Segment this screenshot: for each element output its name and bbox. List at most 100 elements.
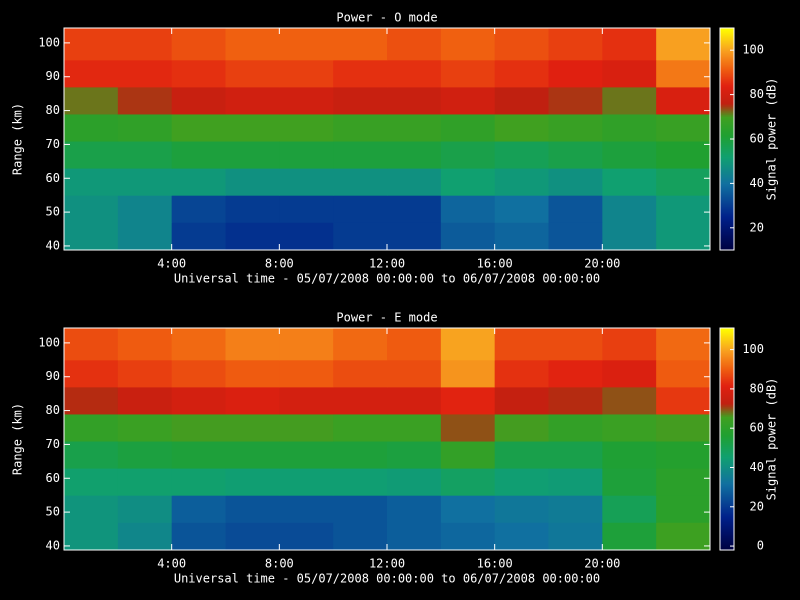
heat-cell — [494, 386, 549, 415]
colorbar-step — [720, 204, 734, 207]
colorbar-step — [720, 182, 734, 185]
heat-cell — [656, 141, 711, 169]
heat-cell — [656, 495, 711, 523]
heat-cell — [602, 86, 657, 115]
heat-cell — [225, 195, 280, 223]
y-tick-label: 50 — [46, 205, 60, 219]
heat-cell — [225, 59, 280, 88]
heat-cell — [494, 59, 549, 88]
colorbar-step — [720, 448, 734, 451]
heat-cell — [171, 59, 226, 88]
colorbar-step — [720, 504, 734, 507]
heat-cell — [64, 86, 119, 115]
heat-cell — [602, 28, 657, 61]
heat-cell — [602, 328, 657, 361]
colorbar-step — [720, 412, 734, 415]
colorbar-step — [720, 94, 734, 97]
heat-cell — [117, 113, 173, 142]
colorbar-step — [720, 40, 734, 43]
colorbar-step — [720, 138, 734, 141]
colorbar-step — [720, 400, 734, 403]
colorbar-step — [720, 168, 734, 171]
colorbar-step — [720, 170, 734, 173]
colorbar-step — [720, 348, 734, 351]
heat-cell — [171, 522, 226, 551]
colorbar-step — [720, 474, 734, 477]
heat-cell — [602, 141, 657, 169]
heat-cell — [279, 59, 334, 88]
colorbar-step — [720, 506, 734, 509]
colorbar-step — [720, 86, 734, 89]
colorbar-step — [720, 102, 734, 105]
heat-cell — [440, 468, 496, 496]
colorbar-step — [720, 158, 734, 161]
heat-cell — [656, 195, 711, 223]
x-tick-label: 4:00 — [157, 257, 186, 271]
colorbar-step — [720, 334, 734, 337]
heat-cell — [225, 328, 280, 361]
heat-cell — [171, 141, 226, 169]
heat-cell — [548, 141, 603, 169]
colorbar-step — [720, 120, 734, 123]
colorbar-step — [720, 436, 734, 439]
heat-cell — [64, 468, 119, 496]
heat-cell — [117, 86, 173, 115]
colorbar-step — [720, 422, 734, 425]
heat-cell — [548, 413, 603, 442]
heat-cell — [117, 168, 173, 196]
colorbar-step — [720, 538, 734, 541]
colorbar-step — [720, 186, 734, 189]
heat-cell — [548, 386, 603, 415]
heat-cell — [387, 168, 442, 196]
colorbar-step — [720, 160, 734, 163]
colorbar-step — [720, 58, 734, 61]
colorbar-tick-label: 100 — [742, 43, 764, 57]
heat-cell — [64, 168, 119, 196]
heat-cell — [333, 195, 388, 223]
colorbar-label: Signal power (dB) — [765, 378, 779, 501]
colorbar-step — [720, 526, 734, 529]
heat-cell — [440, 522, 496, 551]
heat-cell — [117, 495, 173, 523]
colorbar-step — [720, 498, 734, 501]
heat-cell — [279, 495, 334, 523]
colorbar-step — [720, 534, 734, 537]
heat-cell — [225, 113, 280, 142]
heat-cell — [279, 413, 334, 442]
heat-cell — [225, 168, 280, 196]
colorbar-step — [720, 210, 734, 213]
heat-cell — [225, 386, 280, 415]
colorbar-step — [720, 410, 734, 413]
colorbar-step — [720, 508, 734, 511]
x-axis-label: Universal time - 05/07/2008 00:00:00 to … — [174, 272, 600, 286]
heat-cell — [333, 328, 388, 361]
colorbar-step — [720, 496, 734, 499]
colorbar-step — [720, 492, 734, 495]
colorbar-step — [720, 194, 734, 197]
colorbar-step — [720, 234, 734, 237]
colorbar-step — [720, 132, 734, 135]
colorbar-step — [720, 166, 734, 169]
heat-cell — [279, 86, 334, 115]
heat-cell — [387, 441, 442, 469]
colorbar-step — [720, 438, 734, 441]
colorbar-step — [720, 76, 734, 79]
heat-cell — [279, 522, 334, 551]
colorbar-step — [720, 480, 734, 483]
y-tick-label: 60 — [46, 471, 60, 485]
heat-cell — [602, 413, 657, 442]
heat-cell — [548, 359, 603, 388]
heat-cell — [333, 28, 388, 61]
colorbar-step — [720, 176, 734, 179]
heat-cell — [333, 113, 388, 142]
heat-cell — [440, 495, 496, 523]
colorbar-step — [720, 156, 734, 159]
colorbar-step — [720, 82, 734, 85]
colorbar-step — [720, 468, 734, 471]
heat-cell — [333, 495, 388, 523]
colorbar-step — [720, 226, 734, 229]
colorbar-label: Signal power (dB) — [765, 78, 779, 201]
x-tick-label: 16:00 — [477, 557, 513, 571]
y-tick-label: 40 — [46, 238, 60, 252]
heat-cell — [171, 359, 226, 388]
